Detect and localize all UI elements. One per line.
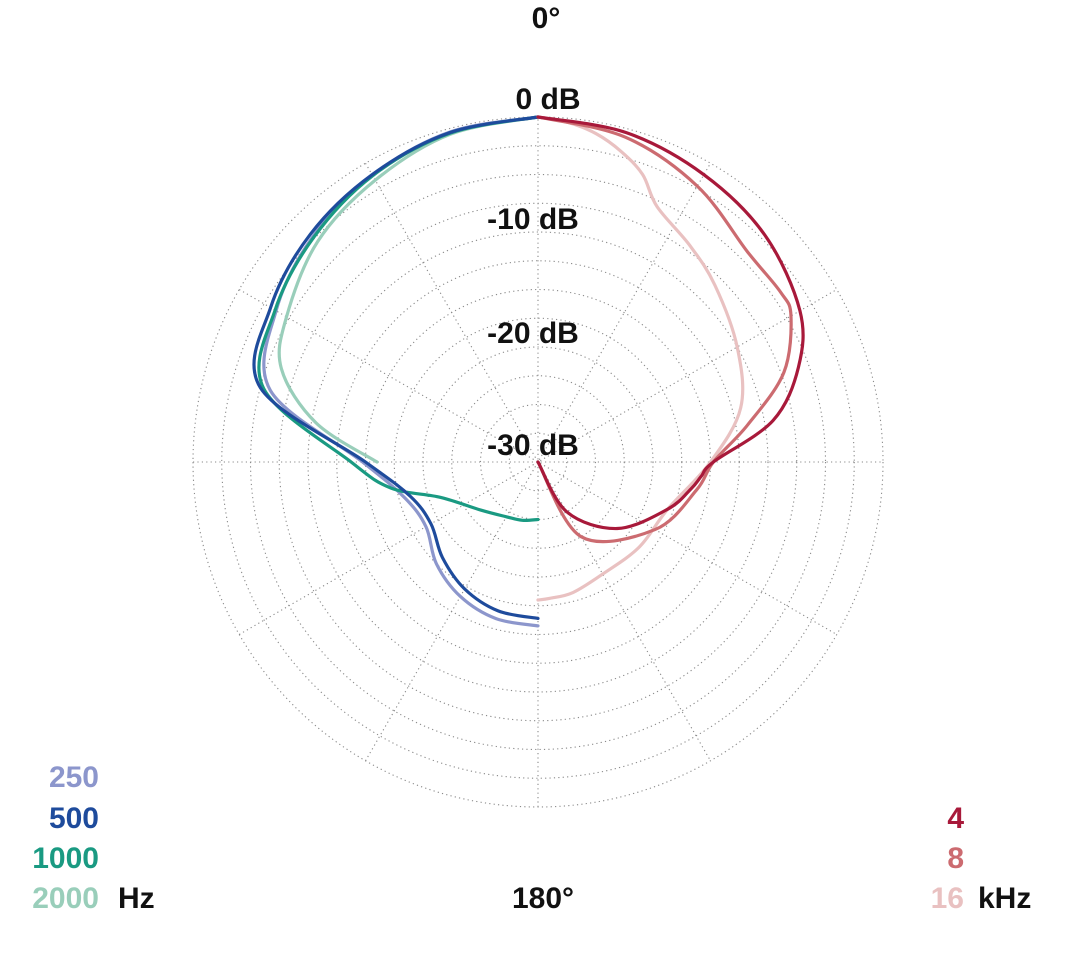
pattern-curve-500 xyxy=(252,115,540,620)
legend-entry-250: 250 xyxy=(49,761,99,794)
legend-entry-16: 16 xyxy=(931,882,964,915)
legend-entry-2000: 2000 xyxy=(32,882,99,915)
grid-spoke-60 xyxy=(238,289,838,635)
grid-circle-11 xyxy=(508,432,568,492)
legend-left: 250 500 1000 2000 Hz xyxy=(32,761,154,915)
radial-tick-label-30: -30 dB xyxy=(487,429,579,462)
radial-tick-labels: 0 dB -10 dB -20 dB -30 dB xyxy=(487,83,580,462)
angle-label-top: 0° xyxy=(532,2,561,35)
legend-entry-4: 4 xyxy=(947,802,964,835)
pattern-curve-250 xyxy=(262,115,540,628)
grid-spoke-150 xyxy=(365,162,711,762)
legend-unit-hz: Hz xyxy=(118,882,155,915)
legend-entry-500: 500 xyxy=(49,802,99,835)
grid-spoke-120 xyxy=(238,289,838,635)
pattern-curve-4 xyxy=(536,115,805,531)
radial-tick-label-20: -20 dB xyxy=(487,317,579,350)
pattern-curve-2000 xyxy=(277,115,540,464)
pattern-curves xyxy=(252,115,805,628)
grid-circle-1 xyxy=(221,145,855,779)
legend-entry-8: 8 xyxy=(947,842,964,875)
legend-unit-khz: kHz xyxy=(978,882,1031,915)
pattern-curve-8 xyxy=(536,115,793,544)
grid-spoke-30 xyxy=(365,162,711,762)
legend-entry-1000: 1000 xyxy=(32,842,99,875)
pattern-curve-16 xyxy=(536,115,745,602)
legend-right: 4 8 16 kHz xyxy=(931,802,1032,915)
radial-tick-label-0: 0 dB xyxy=(515,83,580,116)
radial-tick-label-10: -10 dB xyxy=(487,203,579,236)
grid-circle-10 xyxy=(479,403,597,521)
angle-label-bottom: 180° xyxy=(512,882,574,915)
